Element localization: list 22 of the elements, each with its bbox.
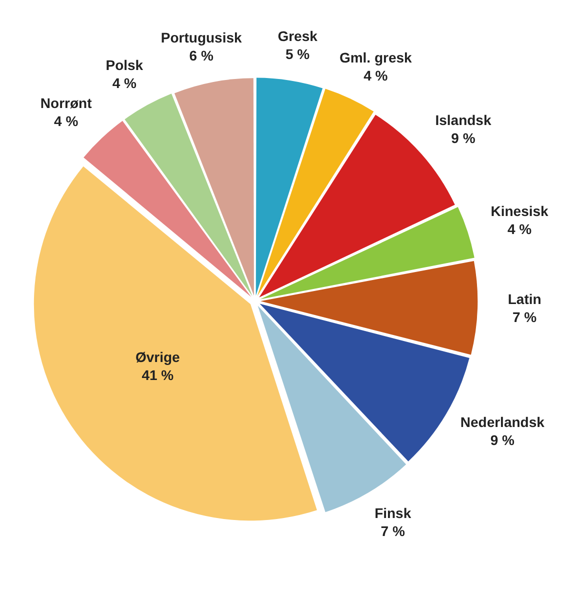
slice-label: Latin	[508, 290, 542, 307]
slice-label: Norrønt	[40, 94, 92, 111]
data-label: 7 %	[512, 308, 538, 325]
data-label: 4 %	[507, 221, 532, 238]
slice-label: Nederlandsk	[460, 414, 545, 430]
slice-label: Kinesisk	[490, 203, 549, 220]
data-label: 5 %	[285, 46, 310, 62]
data-label: 9 %	[451, 130, 476, 146]
data-label: 6 %	[189, 47, 214, 64]
data-label: 4 %	[112, 74, 138, 91]
slice-label: Portugusisk	[160, 29, 242, 46]
slice-label: Gml. gresk	[339, 49, 412, 66]
slice-label: Polsk	[106, 56, 144, 73]
slice-label: Finsk	[374, 504, 412, 521]
data-label: 7 %	[380, 522, 406, 539]
data-label: 4 %	[364, 67, 388, 84]
slice-label: Gresk	[278, 28, 318, 44]
data-label: 9 %	[490, 432, 515, 448]
slice-label: Islandsk	[435, 112, 492, 128]
data-label: 41 %	[142, 367, 174, 384]
slice-label: Øvrige	[135, 349, 180, 366]
data-label: 4 %	[54, 112, 79, 129]
